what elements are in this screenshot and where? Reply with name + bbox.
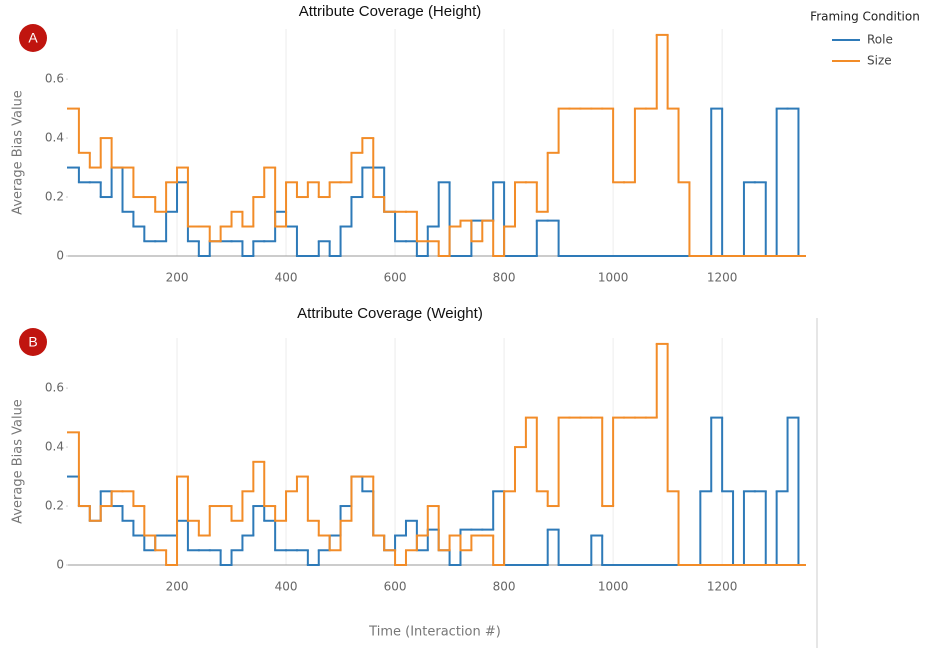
chart-title: Attribute Coverage (Weight) (297, 305, 483, 322)
y-tick-label: 0.2 (45, 190, 64, 204)
x-tick-label: 1200 (707, 271, 738, 285)
x-tick-label: 200 (166, 271, 189, 285)
x-tick-label: 400 (275, 271, 298, 285)
badge (19, 328, 47, 356)
badge (19, 24, 47, 52)
y-tick-label: 0.6 (45, 72, 64, 86)
y-tick-label: 0 (56, 558, 64, 572)
step-connector (77, 343, 680, 565)
y-tick-label: 0.4 (45, 131, 64, 145)
chart-title: Attribute Coverage (Height) (299, 3, 482, 20)
y-tick-label: 0 (56, 249, 64, 263)
legend-title: Framing Condition (810, 10, 920, 24)
y-tick-label: 0.4 (45, 440, 64, 454)
legend-label: Role (867, 33, 893, 47)
x-tick-label: 800 (493, 271, 516, 285)
x-axis-label: Time (Interaction #) (368, 625, 501, 640)
y-axis-label: Average Bias Value (11, 90, 26, 215)
badge-label: B (28, 334, 37, 350)
y-axis-label: Average Bias Value (11, 399, 26, 524)
x-tick-label: 1000 (598, 580, 629, 594)
x-tick-label: 600 (384, 580, 407, 594)
legend-label: Size (867, 54, 892, 68)
x-tick-label: 1200 (707, 580, 738, 594)
x-tick-label: 800 (493, 580, 516, 594)
x-tick-label: 200 (166, 580, 189, 594)
x-tick-label: 1000 (598, 271, 629, 285)
x-tick-label: 400 (275, 580, 298, 594)
x-tick-label: 600 (384, 271, 407, 285)
y-tick-label: 0.6 (45, 381, 64, 395)
badge-label: A (28, 30, 38, 46)
y-tick-label: 0.2 (45, 499, 64, 513)
